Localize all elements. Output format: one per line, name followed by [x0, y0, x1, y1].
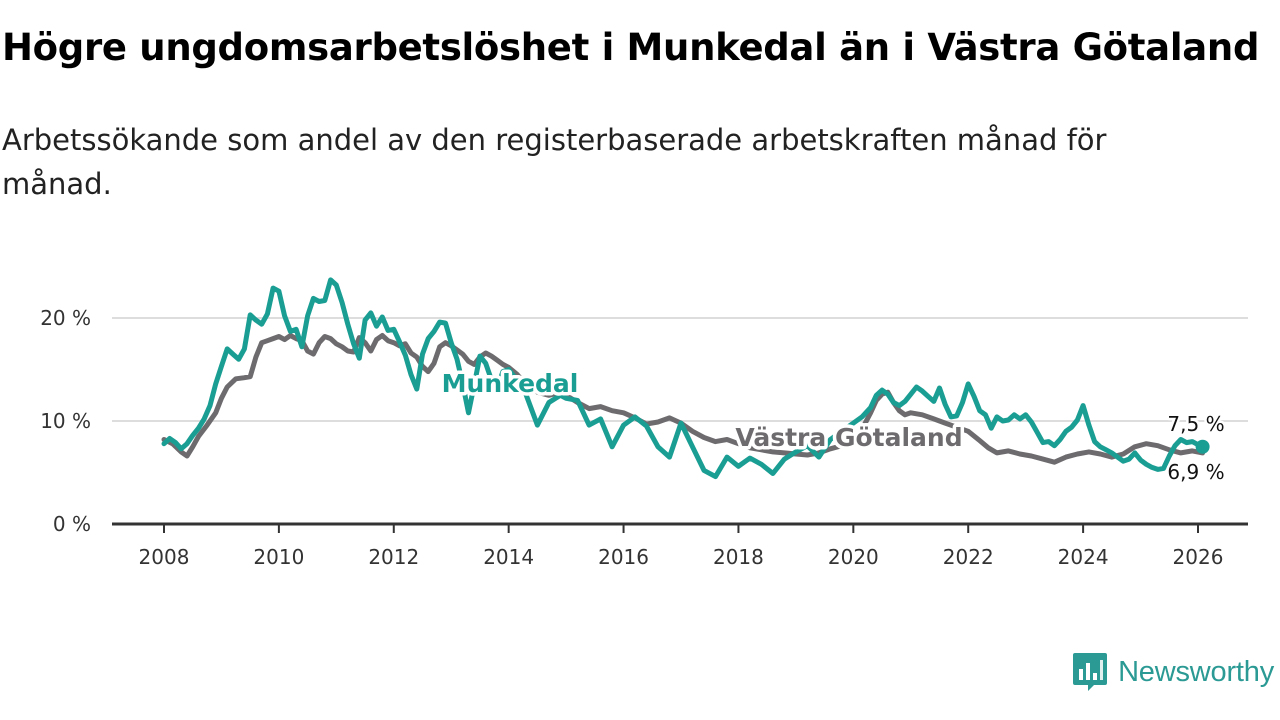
gridlines: [112, 317, 1248, 422]
series-label-munkedal: Munkedal: [442, 369, 579, 398]
y-tick-label: 0 %: [53, 512, 91, 536]
chart-title: Högre ungdomsarbetslöshet i Munkedal än …: [2, 26, 1260, 69]
x-tick-label: 2022: [943, 545, 994, 569]
series-label-vastra-gotaland: Västra Götaland: [735, 423, 962, 452]
series-lines: [161, 277, 1210, 480]
y-axis-ticks: 0 % 10 % 20 %: [40, 306, 91, 536]
x-tick-label: 2018: [713, 545, 764, 569]
series-labels: Västra Götaland 6,9 % Munkedal 7,5 %: [438, 366, 1227, 487]
munkedal-end-marker: [1195, 439, 1210, 454]
x-tick-label: 2008: [139, 545, 190, 569]
x-tick-label: 2024: [1058, 545, 1109, 569]
x-tick-label: 2012: [368, 545, 419, 569]
y-tick-label: 20 %: [40, 306, 91, 330]
y-tick-label: 10 %: [40, 409, 91, 433]
x-tick-label: 2016: [598, 545, 649, 569]
newsworthy-logo: Newsworthy: [1072, 650, 1274, 694]
chart-subtitle: Arbetssökande som andel av den registerb…: [2, 123, 1107, 201]
series-line-munkedal: [161, 277, 1206, 480]
x-tick-label: 2014: [483, 545, 534, 569]
x-axis-ticks: 2008 2010 2012 2014 2016 2018 2020 2022 2024 2026: [139, 524, 1224, 569]
x-tick-label: 2026: [1173, 545, 1224, 569]
end-value-vastra-gotaland: 6,9 %: [1167, 460, 1224, 484]
x-tick-label: 2020: [828, 545, 879, 569]
newsworthy-chart-icon: [1073, 653, 1108, 691]
x-tick-label: 2010: [253, 545, 304, 569]
end-value-munkedal: 7,5 %: [1167, 412, 1224, 436]
brand-name: Newsworthy: [1118, 655, 1274, 688]
